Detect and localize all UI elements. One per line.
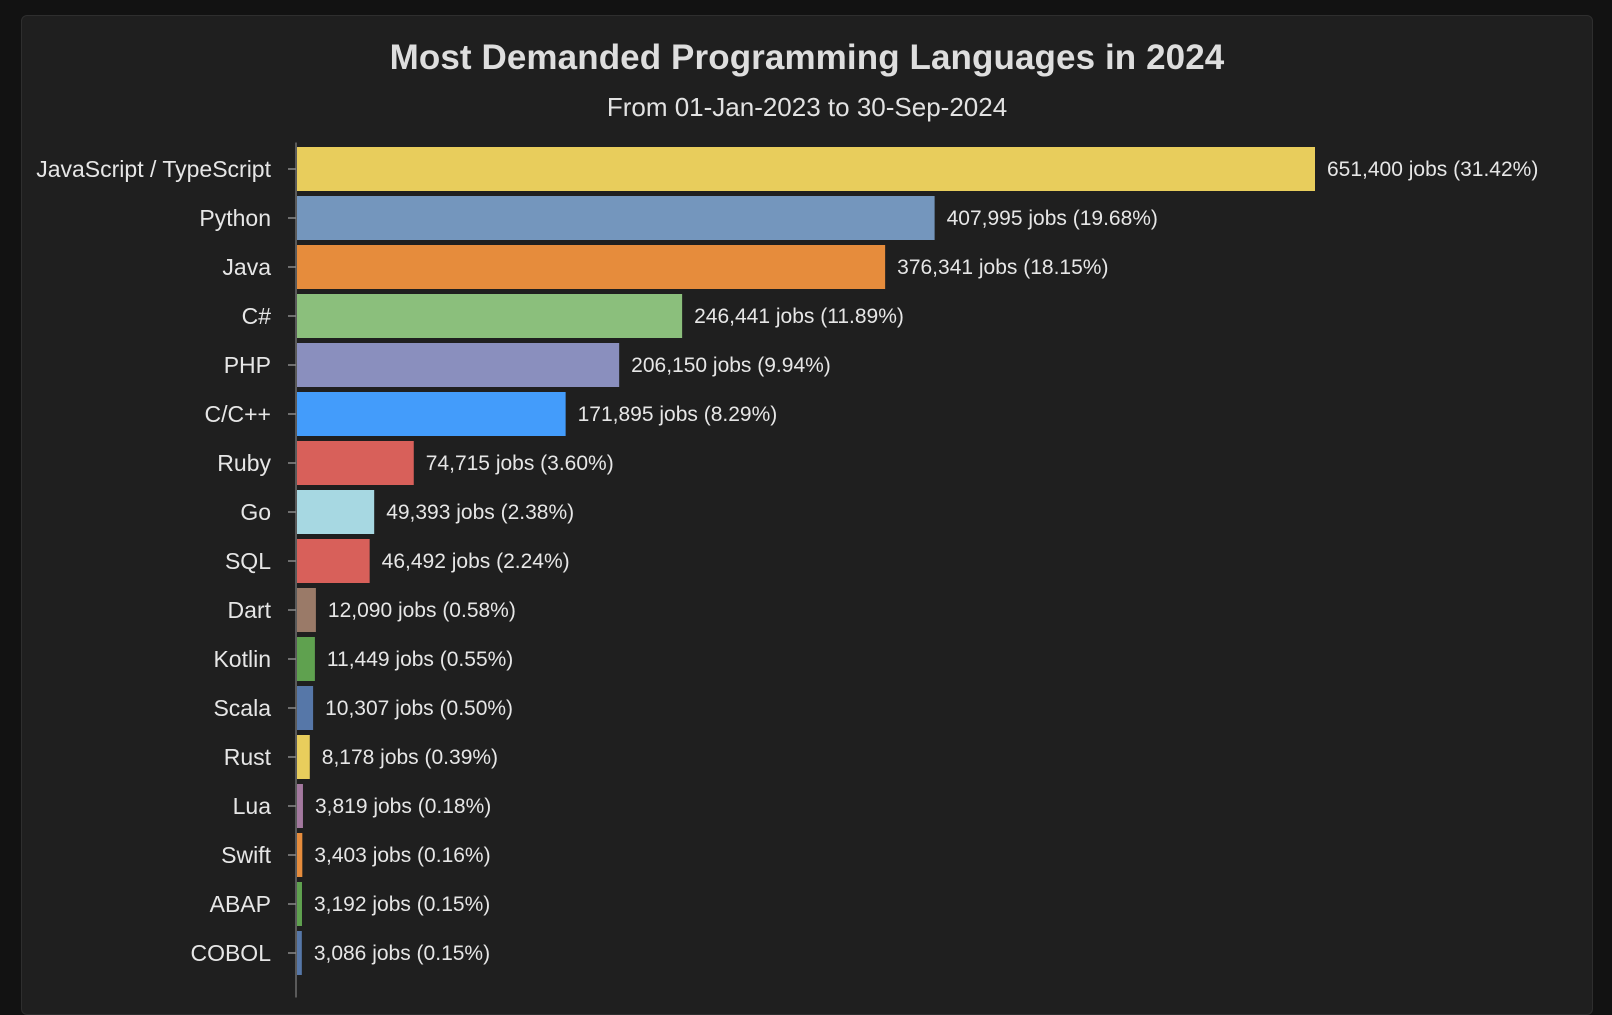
category-label: Dart: [228, 597, 272, 623]
bar: [297, 735, 310, 779]
category-label: Scala: [213, 695, 271, 721]
bar: [297, 392, 566, 436]
category-label: SQL: [225, 548, 271, 574]
bar: [297, 245, 886, 289]
category-label: JavaScript / TypeScript: [36, 156, 271, 182]
bar-chart: JavaScript / TypeScript 651,400 jobs (31.…: [36, 142, 1538, 998]
bar: [297, 294, 683, 338]
category-label: C/C++: [205, 401, 271, 427]
bar: [297, 147, 1315, 191]
data-label: 3,403 jobs (0.16%): [314, 844, 490, 867]
category-label: PHP: [224, 352, 271, 378]
chart-subtitle: From 01-Jan-2023 to 30-Sep-2024: [606, 92, 1008, 122]
data-label: 11,449 jobs (0.55%): [327, 648, 513, 671]
chart-panel: Most Demanded Programming Languages in 2…: [21, 15, 1593, 1015]
data-label: 74,715 jobs (3.60%): [426, 452, 614, 475]
category-label: Rust: [224, 744, 272, 770]
data-label: 3,086 jobs (0.15%): [314, 942, 490, 965]
data-label: 651,400 jobs (31.42%): [1327, 158, 1538, 181]
category-label: Kotlin: [213, 646, 271, 672]
bar: [297, 196, 935, 240]
data-label: 10,307 jobs (0.50%): [325, 697, 513, 720]
bar: [297, 588, 316, 632]
data-label: 49,393 jobs (2.38%): [386, 501, 574, 524]
bar: [297, 686, 314, 730]
bar: [297, 490, 375, 534]
category-label: Python: [199, 205, 271, 231]
bar: [297, 343, 620, 387]
category-label: Lua: [233, 793, 272, 819]
bar: [297, 637, 315, 681]
data-label: 171,895 jobs (8.29%): [578, 403, 778, 426]
data-label: 206,150 jobs (9.94%): [631, 354, 831, 377]
data-label: 12,090 jobs (0.58%): [328, 599, 516, 622]
data-label: 407,995 jobs (19.68%): [947, 207, 1158, 230]
category-label: COBOL: [190, 940, 271, 966]
category-label: C#: [242, 303, 272, 329]
category-label: Go: [240, 499, 271, 525]
bar: [297, 441, 414, 485]
bar: [297, 539, 370, 583]
category-label: Java: [222, 254, 271, 280]
category-label: Swift: [221, 842, 271, 868]
data-label: 246,441 jobs (11.89%): [694, 305, 904, 328]
category-label: ABAP: [210, 891, 271, 917]
bar: [297, 931, 302, 975]
data-label: 376,341 jobs (18.15%): [897, 256, 1108, 279]
chart-title: Most Demanded Programming Languages in 2…: [389, 38, 1225, 77]
data-label: 3,192 jobs (0.15%): [314, 893, 490, 916]
data-label: 46,492 jobs (2.24%): [382, 550, 570, 573]
bar: [297, 882, 302, 926]
category-label: Ruby: [217, 450, 271, 476]
data-label: 3,819 jobs (0.18%): [315, 795, 491, 818]
bar: [297, 833, 303, 877]
bar: [297, 784, 303, 828]
data-label: 8,178 jobs (0.39%): [322, 746, 498, 769]
